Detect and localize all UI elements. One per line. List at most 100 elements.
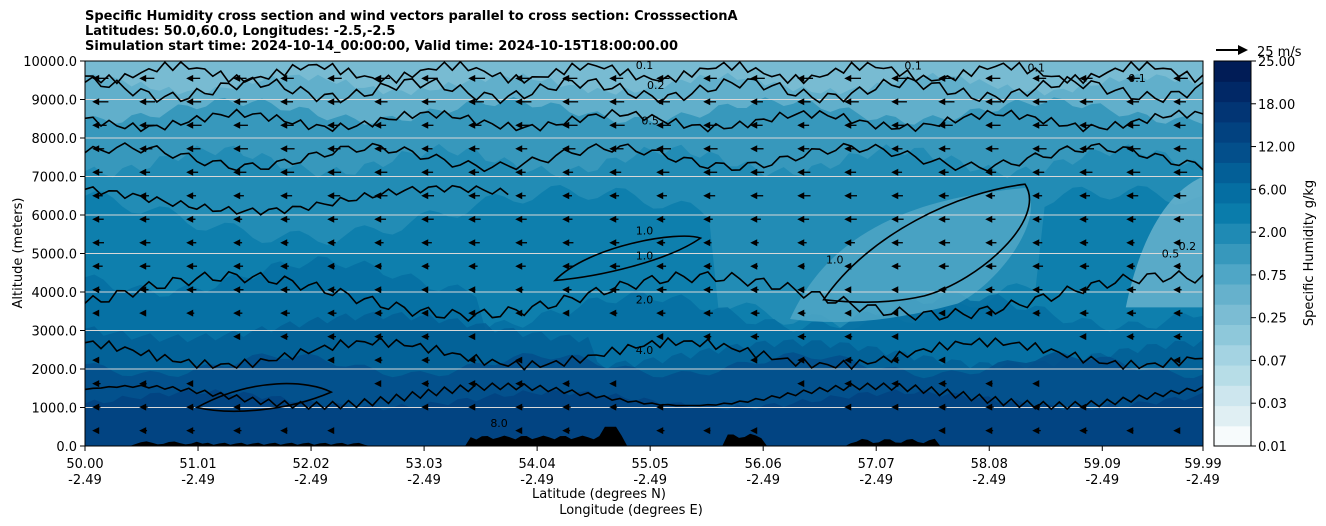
wind-vector-head-214	[938, 192, 946, 200]
wind-vector-head-40	[515, 380, 523, 388]
wind-vector-head-308	[844, 98, 852, 106]
wind-vector-head-52	[421, 356, 429, 364]
wind-vector-head-23	[468, 403, 476, 411]
wind-vector-head-251	[421, 145, 429, 153]
contour-line-7	[85, 382, 1203, 411]
wind-reference-arrowhead	[1238, 45, 1248, 55]
contour-labels: 0.10.20.50.1 0.10.11.01.0 1.02.04.08.00.50…	[490, 59, 1196, 430]
wind-vector-head-122	[1126, 286, 1134, 294]
x-tick-label-lon-4: -2.49	[520, 473, 554, 488]
wind-vector-head-290	[1126, 121, 1134, 129]
wind-vector-head-133	[515, 262, 523, 270]
wind-vector-head-1	[139, 427, 147, 435]
wind-vectors	[92, 74, 1188, 435]
wind-vector-head-67	[656, 333, 664, 341]
wind-vector-head-328	[656, 74, 664, 82]
wind-vector-head-182	[562, 215, 570, 223]
wind-vector-head-187	[797, 215, 805, 223]
x-tick-label-lon-8: -2.49	[972, 473, 1006, 488]
wind-vector-head-320	[280, 74, 288, 82]
x-tick-label-lon-2: -2.49	[294, 473, 328, 488]
wind-vector-head-294	[186, 98, 194, 106]
wind-vector-head-17	[1173, 427, 1181, 435]
y-tick-label-10: 10000.0	[23, 55, 77, 70]
y-tick-label-2: 2000.0	[32, 363, 78, 378]
wind-vector-head-289	[1079, 121, 1087, 129]
wind-vector-head-310	[938, 98, 946, 106]
wind-vector-head-283	[797, 121, 805, 129]
wind-vector-head-129	[327, 262, 335, 270]
wind-vector-head-224	[280, 168, 288, 176]
wind-vector-head-31	[985, 403, 993, 411]
wind-vector-head-98	[1126, 309, 1134, 317]
wind-vector-head-124	[92, 262, 100, 270]
wind-vector-head-56	[797, 356, 805, 364]
colorbar-swatch-16	[1214, 101, 1251, 123]
wind-vector-head-27	[656, 403, 664, 411]
colorbar-tick-label-0: 0.01	[1258, 440, 1287, 455]
wind-vector-head-20	[186, 403, 194, 411]
wind-vector-head-221	[139, 168, 147, 176]
wind-vector-head-295	[233, 98, 241, 106]
colorbar-swatch-0	[1214, 425, 1251, 447]
wind-vector-head-270	[186, 121, 194, 129]
wind-vector-head-284	[844, 121, 852, 129]
wind-vector-head-25	[562, 403, 570, 411]
wind-vector-head-208	[656, 192, 664, 200]
wind-vector-head-78	[186, 309, 194, 317]
wind-vector-head-42	[609, 380, 617, 388]
wind-vector-head-306	[750, 98, 758, 106]
chart-title-line-2: Latitudes: 50.0,60.0, Longitudes: -2.5,-…	[85, 24, 396, 39]
wind-vector-head-74	[1126, 333, 1134, 341]
x-tick-label-lon-9: -2.49	[1085, 473, 1119, 488]
wind-vector-head-168	[1032, 239, 1040, 247]
wind-vector-head-241	[1079, 168, 1087, 176]
wind-vector-head-99	[1173, 309, 1181, 317]
x-tick-label-lat-1: 51.01	[179, 457, 216, 472]
x-tick-label-lat-2: 52.02	[292, 457, 329, 472]
wind-vector-head-153	[327, 239, 335, 247]
wind-vector-head-145	[1079, 262, 1087, 270]
wind-vector-head-282	[750, 121, 758, 129]
wind-vector-head-41	[562, 380, 570, 388]
wind-vector-head-252	[468, 145, 476, 153]
wind-vector-head-10	[703, 427, 711, 435]
wind-vector-head-120	[1032, 286, 1040, 294]
wind-vector-head-177	[327, 215, 335, 223]
wind-vector-head-131	[421, 262, 429, 270]
wind-vector-head-54	[515, 356, 523, 364]
wind-vector-head-51	[374, 356, 382, 364]
y-tick-label-5: 5000.0	[32, 248, 78, 263]
wind-vector-head-32	[1032, 403, 1040, 411]
contour-label-10: 4.0	[636, 344, 654, 357]
wind-vector-head-63	[327, 333, 335, 341]
wind-vector-head-325	[515, 74, 523, 82]
wind-vector-head-313	[1079, 98, 1087, 106]
wind-vector-head-293	[139, 98, 147, 106]
y-tick-label-6: 6000.0	[32, 209, 78, 224]
terrain-silhouette	[85, 426, 1203, 446]
wind-vector-head-276	[468, 121, 476, 129]
wind-vector-head-85	[515, 309, 523, 317]
y-tick-label-0: 0.0	[56, 440, 77, 455]
wind-vector-head-142	[938, 262, 946, 270]
wind-vector-head-96	[1032, 309, 1040, 317]
wind-vector-head-15	[1079, 427, 1087, 435]
wind-vector-head-34	[92, 380, 100, 388]
wind-vector-head-160	[656, 239, 664, 247]
wind-vector-head-139	[797, 262, 805, 270]
contour-label-0: 0.1	[636, 59, 654, 72]
wind-vector-head-274	[374, 121, 382, 129]
colorbar-swatch-3	[1214, 364, 1251, 386]
colorbar-tick-label-3: 0.25	[1258, 312, 1287, 327]
contour-line-2	[85, 108, 1203, 133]
wind-vector-head-300	[468, 98, 476, 106]
wind-vector-head-61	[233, 333, 241, 341]
contour-line-6	[85, 336, 1203, 371]
wind-vector-head-44	[844, 380, 852, 388]
colorbar-tick-label-4: 0.75	[1258, 269, 1287, 284]
wind-vector-head-70	[797, 333, 805, 341]
wind-vector-head-5	[327, 427, 335, 435]
x-tick-label-lat-8: 58.08	[971, 457, 1008, 472]
wind-vector-head-116	[844, 286, 852, 294]
